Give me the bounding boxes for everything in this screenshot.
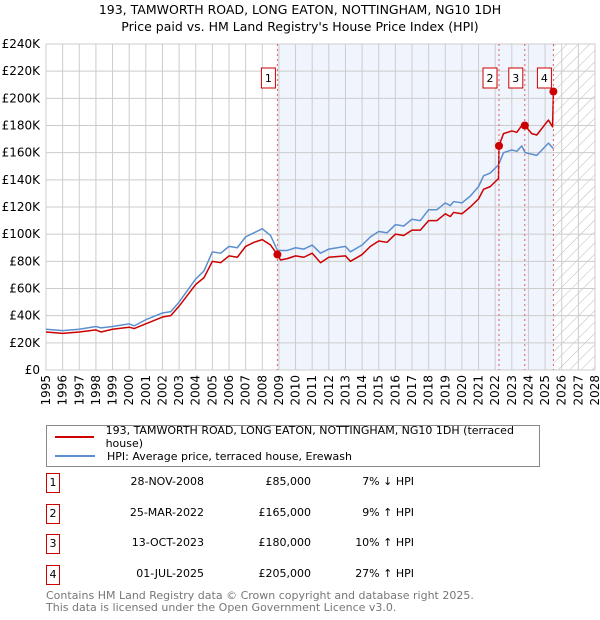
sale-date: 13-OCT-2023 [131,536,204,549]
x-tick-label: 2003 [172,375,186,406]
x-tick-label: 1996 [56,375,70,406]
x-tick-label: 2018 [422,375,436,406]
marker-badge: 2 [46,503,60,524]
hpi-diff: 9% ↑ HPI [362,505,414,519]
y-tick-label: £180K [2,119,42,133]
x-tick-label: 2013 [338,375,352,406]
sale-point [495,141,504,150]
x-tick-label: 2025 [538,375,552,406]
marker-badge: 3 [46,534,60,554]
legend-item-hpi: HPI: Average price, terraced house, Erew… [55,447,352,465]
property-price-line [45,91,555,335]
y-tick-label: £60K [9,282,41,296]
x-tick-label: 1997 [72,375,86,406]
x-tick-label: 2009 [272,375,286,406]
sale-date: 25-MAR-2022 [129,505,204,519]
x-tick-label: 1995 [39,375,53,406]
x-tick-label: 2020 [455,375,469,406]
y-tick-label: £120K [2,200,42,214]
x-tick-label: 1998 [89,375,103,406]
x-tick-label: 2008 [255,375,269,406]
footer-licence: This data is licensed under the Open Gov… [46,601,397,614]
legend-swatch-red [55,436,94,438]
x-tick-label: 2012 [322,375,336,406]
y-tick-label: £160K [2,146,42,160]
x-tick-label: 2000 [122,375,136,406]
x-tick-label: 2026 [555,375,569,406]
hpi-diff: 7% ↓ HPI [362,475,414,488]
sale-marker-badge [260,67,276,89]
x-tick-label: 2019 [438,375,452,406]
x-tick-label: 2011 [305,375,319,406]
plot-border [45,43,596,371]
x-tick-label: 2001 [139,375,153,406]
legend: 193, TAMWORTH ROAD, LONG EATON, NOTTINGH… [46,424,540,467]
footer-copyright: Contains HM Land Registry data © Crown c… [46,589,474,602]
hpi-diff: 10% ↑ HPI [355,536,414,549]
y-tick-label: £140K [2,173,42,187]
sale-price: £205,000 [258,566,312,580]
y-tick-label: £240K [2,37,42,51]
x-tick-label: 2006 [222,375,236,406]
y-tick-label: £0 [25,363,40,377]
sale-marker-number: 4 [541,72,548,85]
y-tick-label: £100K [2,227,42,241]
sale-point [520,121,529,130]
sale-price: £180,000 [258,536,312,549]
sale-marker-number: 2 [487,72,494,85]
legend-label: 193, TAMWORTH ROAD, LONG EATON, NOTTINGH… [105,424,514,450]
legend-swatch-blue [55,455,95,457]
x-tick-label: 2015 [372,375,386,406]
sale-point [549,87,558,96]
hpi-diff: 27% ↑ HPI [355,566,414,580]
legend-label: HPI: Average price, terraced house, Erew… [107,449,352,463]
y-tick-label: £20K [9,336,41,350]
sale-date: 01-JUL-2025 [136,566,204,580]
sale-date: 28-NOV-2008 [130,475,204,488]
marker-badge: 4 [46,564,60,585]
hpi-line [45,142,554,332]
x-tick-label: 2027 [571,375,585,406]
legend-item-property: 193, TAMWORTH ROAD, LONG EATON, NOTTINGH… [55,424,539,450]
sale-marker-number: 1 [265,72,272,85]
x-tick-label: 2002 [155,375,169,406]
x-tick-label: 1999 [106,375,120,406]
x-tick-label: 2023 [505,375,519,406]
y-tick-label: £80K [9,254,41,268]
x-tick-label: 2007 [239,375,253,406]
y-tick-label: £200K [2,91,42,105]
price-chart: 1995 1996 1997 1998 1999 2000 2001 2002 2003 2004… [2,37,600,406]
sale-price: £165,000 [258,505,312,519]
x-tick-label: 2022 [488,375,502,406]
y-tick-label: £40K [9,309,41,323]
chart-subtitle: Price paid vs. HM Land Registry's House … [121,19,479,34]
x-tick-label: 2016 [388,375,402,406]
x-tick-label: 2021 [472,375,486,406]
x-tick-label: 2024 [521,375,535,406]
x-tick-label: 2028 [588,375,600,406]
marker-badge: 1 [46,473,60,493]
y-tick-label: £220K [2,64,42,78]
sale-marker-badge [482,67,498,89]
x-tick-label: 2014 [355,375,369,406]
sale-price: £85,000 [265,475,312,488]
x-tick-label: 2004 [189,375,203,406]
x-tick-label: 2010 [289,375,303,406]
x-tick-label: 2005 [205,375,219,406]
sale-marker-number: 3 [512,72,519,85]
sale-point [273,250,282,259]
sale-marker-badge [536,67,552,89]
x-tick-label: 2017 [405,375,419,406]
sale-marker-badge [508,67,524,89]
chart-title: 193, TAMWORTH ROAD, LONG EATON, NOTTINGH… [98,2,502,17]
